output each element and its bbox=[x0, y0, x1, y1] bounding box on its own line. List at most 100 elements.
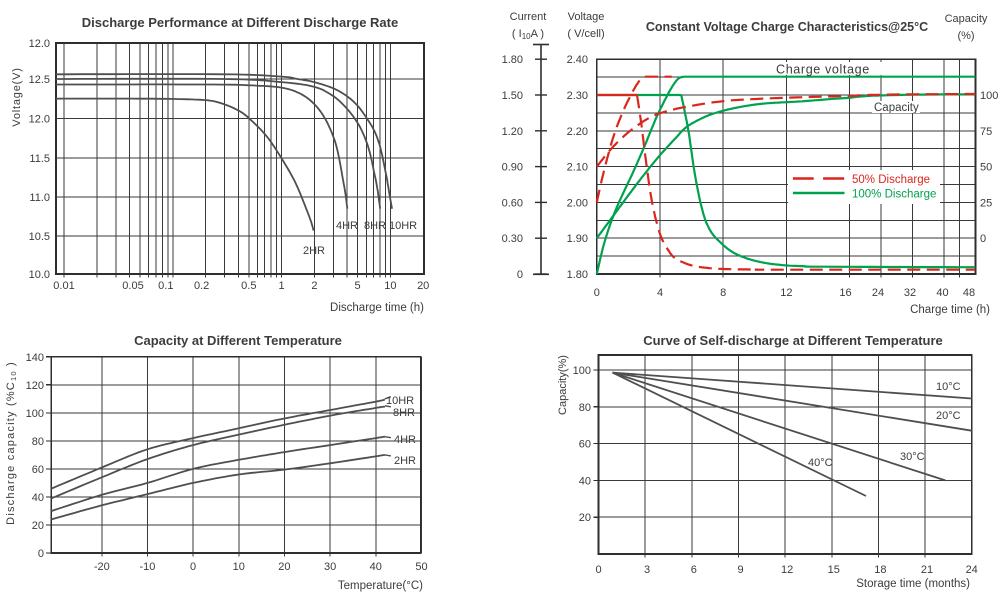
svg-text:2.10: 2.10 bbox=[567, 162, 588, 174]
svg-text:1: 1 bbox=[279, 280, 285, 292]
svg-text:0.01: 0.01 bbox=[53, 280, 74, 292]
svg-text:Capacity: Capacity bbox=[874, 102, 919, 114]
svg-text:Voltage(V): Voltage(V) bbox=[11, 67, 23, 126]
svg-text:Constant Voltage Charge Charac: Constant Voltage Charge Characteristics@… bbox=[646, 20, 928, 34]
svg-text:4HR: 4HR bbox=[336, 220, 358, 232]
svg-text:0.90: 0.90 bbox=[502, 162, 523, 174]
svg-text:Voltage: Voltage bbox=[568, 11, 605, 23]
svg-text:16: 16 bbox=[839, 287, 851, 299]
svg-text:100: 100 bbox=[573, 365, 591, 377]
svg-text:11.0: 11.0 bbox=[29, 192, 50, 204]
svg-text:12.5: 12.5 bbox=[29, 74, 50, 86]
svg-text:0: 0 bbox=[190, 561, 196, 573]
svg-text:1.90: 1.90 bbox=[567, 233, 588, 245]
svg-text:Discharge capacity (%C10 ): Discharge capacity (%C10 ) bbox=[5, 361, 18, 525]
svg-text:12.0: 12.0 bbox=[29, 114, 50, 126]
svg-text:Current: Current bbox=[510, 11, 547, 23]
svg-text:24: 24 bbox=[966, 564, 978, 576]
svg-text:10HR: 10HR bbox=[386, 395, 414, 407]
svg-text:0.60: 0.60 bbox=[502, 197, 523, 209]
svg-text:0.30: 0.30 bbox=[502, 233, 523, 245]
svg-text:8HR: 8HR bbox=[364, 220, 386, 232]
svg-text:10: 10 bbox=[233, 561, 245, 573]
svg-text:48: 48 bbox=[963, 287, 975, 299]
svg-text:60: 60 bbox=[579, 439, 591, 451]
svg-text:5: 5 bbox=[355, 280, 361, 292]
svg-text:0.5: 0.5 bbox=[241, 280, 256, 292]
svg-text:120: 120 bbox=[26, 380, 44, 392]
svg-text:11.5: 11.5 bbox=[29, 153, 50, 165]
svg-text:0: 0 bbox=[980, 233, 986, 245]
svg-text:25: 25 bbox=[980, 197, 992, 209]
svg-text:12: 12 bbox=[781, 564, 793, 576]
svg-text:50: 50 bbox=[415, 561, 427, 573]
svg-text:2.40: 2.40 bbox=[567, 54, 588, 66]
svg-text:Discharge time (h): Discharge time (h) bbox=[330, 302, 424, 314]
svg-text:Temperature(°C): Temperature(°C) bbox=[338, 580, 423, 592]
svg-text:30°C: 30°C bbox=[900, 451, 925, 463]
svg-text:10.5: 10.5 bbox=[29, 231, 50, 243]
svg-text:3: 3 bbox=[644, 564, 650, 576]
svg-text:10.0: 10.0 bbox=[29, 269, 50, 281]
svg-text:Curve of Self-discharge at Dif: Curve of Self-discharge at Different Tem… bbox=[643, 333, 943, 348]
svg-text:100: 100 bbox=[26, 408, 44, 420]
svg-text:20°C: 20°C bbox=[936, 410, 961, 422]
svg-text:80: 80 bbox=[579, 402, 591, 414]
svg-text:1.50: 1.50 bbox=[502, 90, 523, 102]
svg-text:6: 6 bbox=[691, 564, 697, 576]
svg-text:75: 75 bbox=[980, 126, 992, 138]
svg-text:0.1: 0.1 bbox=[158, 280, 173, 292]
svg-text:Capacity(%): Capacity(%) bbox=[557, 355, 569, 415]
svg-text:4HR: 4HR bbox=[394, 434, 416, 446]
svg-text:0.05: 0.05 bbox=[122, 280, 143, 292]
svg-text:Discharge Performance at Diffe: Discharge Performance at Different Disch… bbox=[82, 15, 398, 30]
svg-text:24: 24 bbox=[872, 287, 884, 299]
svg-text:-20: -20 bbox=[94, 561, 110, 573]
svg-text:Charge voltage: Charge voltage bbox=[776, 63, 870, 77]
svg-text:-10: -10 bbox=[139, 561, 155, 573]
svg-text:18: 18 bbox=[874, 564, 886, 576]
svg-text:50: 50 bbox=[980, 162, 992, 174]
svg-text:4: 4 bbox=[657, 287, 663, 299]
svg-text:Capacity: Capacity bbox=[945, 13, 988, 25]
svg-text:Capacity at Different Temperat: Capacity at Different Temperature bbox=[134, 333, 342, 348]
svg-text:100% Discharge: 100% Discharge bbox=[852, 189, 936, 201]
svg-text:8: 8 bbox=[720, 287, 726, 299]
svg-text:0: 0 bbox=[517, 269, 523, 281]
svg-text:2.00: 2.00 bbox=[567, 197, 588, 209]
svg-text:2HR: 2HR bbox=[303, 245, 325, 257]
svg-text:12.0: 12.0 bbox=[29, 38, 50, 50]
svg-text:8HR: 8HR bbox=[393, 407, 415, 419]
svg-text:2: 2 bbox=[311, 280, 317, 292]
svg-text:30: 30 bbox=[324, 561, 336, 573]
svg-text:0: 0 bbox=[38, 548, 44, 560]
svg-text:100: 100 bbox=[980, 90, 998, 102]
svg-text:0: 0 bbox=[595, 564, 601, 576]
svg-text:32: 32 bbox=[904, 287, 916, 299]
svg-text:140: 140 bbox=[26, 352, 44, 364]
svg-text:Storage time (months): Storage time (months) bbox=[856, 578, 970, 590]
svg-text:2.20: 2.20 bbox=[567, 126, 588, 138]
svg-text:Charge time (h): Charge time (h) bbox=[910, 304, 990, 316]
svg-text:21: 21 bbox=[921, 564, 933, 576]
svg-text:1.80: 1.80 bbox=[502, 54, 523, 66]
svg-text:80: 80 bbox=[32, 436, 44, 448]
svg-text:50% Discharge: 50% Discharge bbox=[852, 174, 930, 186]
svg-text:( I10A ): ( I10A ) bbox=[512, 28, 544, 41]
svg-text:10HR: 10HR bbox=[389, 220, 417, 232]
svg-text:10: 10 bbox=[384, 280, 396, 292]
svg-text:20: 20 bbox=[417, 280, 429, 292]
svg-text:0: 0 bbox=[594, 287, 600, 299]
svg-text:(%): (%) bbox=[957, 30, 974, 42]
svg-text:( V/cell): ( V/cell) bbox=[567, 28, 604, 40]
svg-text:0.2: 0.2 bbox=[194, 280, 209, 292]
svg-text:40: 40 bbox=[32, 492, 44, 504]
svg-text:40°C: 40°C bbox=[808, 457, 833, 469]
svg-text:20: 20 bbox=[579, 512, 591, 524]
svg-text:1.20: 1.20 bbox=[502, 126, 523, 138]
svg-text:9: 9 bbox=[737, 564, 743, 576]
svg-text:1.80: 1.80 bbox=[567, 269, 588, 281]
svg-text:15: 15 bbox=[828, 564, 840, 576]
svg-text:40: 40 bbox=[579, 475, 591, 487]
svg-text:2HR: 2HR bbox=[394, 455, 416, 467]
